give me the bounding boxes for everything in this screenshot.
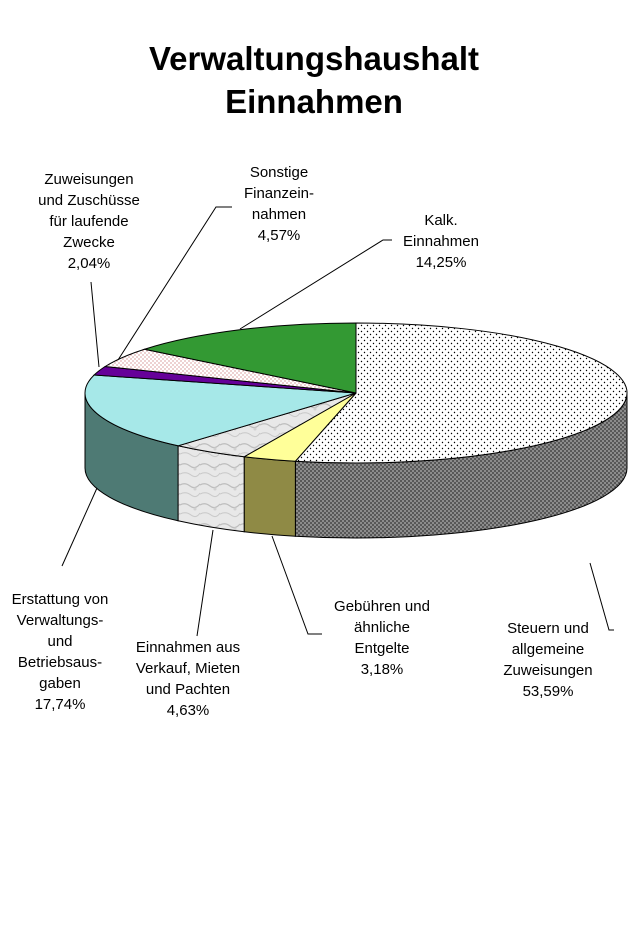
chart-title-line1: Verwaltungshaushalt [149,40,479,77]
pie-side-gebühren-und [243,456,296,537]
chart-title-line2: Einnahmen [225,83,403,120]
slice-label-erstattung-von: Erstattung von Verwaltungs-und Betriebsaus… [12,591,109,713]
leader-line-zuweisungen [90,281,100,368]
pie-side-einnahmen-aus [177,445,245,533]
leader-line-erstattung-von [61,487,98,567]
leader-line-einnahmen-aus [196,529,214,637]
leader-line-kalk [239,239,392,330]
slice-label-sonstige: Sonstige Finanzein-nahmen 4,57% [244,164,314,244]
slice-label-einnahmen-aus: Einnahmen aus Verkauf, Mieten und Pachten 4… [136,639,240,719]
pie-slice-erstattung-von [84,374,357,447]
leader-line-steuern-und [589,562,614,631]
pie-slice-steuern-und [294,322,628,464]
leader-line-gebühren-und [271,535,322,635]
pie-slice-kalk [142,322,357,394]
slice-label-kalk: Kalk. Einnahmen 14,25% [403,212,479,271]
leader-line-sonstige [117,206,232,361]
slice-label-zuweisungen: Zuweisungen und Zuschüsse für laufende Zwec… [38,171,140,272]
slice-label-gebühren-und: Gebühren und ähnliche Entgelte 3,18% [334,598,430,678]
slice-label-steuern-und: Steuern und allgemeine Zuweisungen 53,59% [503,620,592,700]
